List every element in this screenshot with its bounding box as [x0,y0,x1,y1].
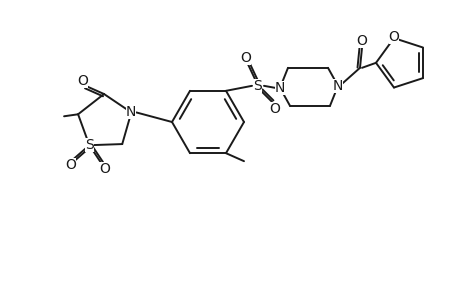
Text: O: O [240,51,251,65]
Text: O: O [269,102,280,116]
Text: O: O [356,34,367,48]
Text: O: O [388,30,398,44]
Text: N: N [126,105,136,119]
Text: O: O [78,74,88,88]
Text: O: O [99,162,110,176]
Text: S: S [253,79,262,93]
Text: N: N [332,79,342,93]
Text: N: N [274,81,285,95]
Text: O: O [65,158,76,172]
Text: S: S [85,138,94,152]
